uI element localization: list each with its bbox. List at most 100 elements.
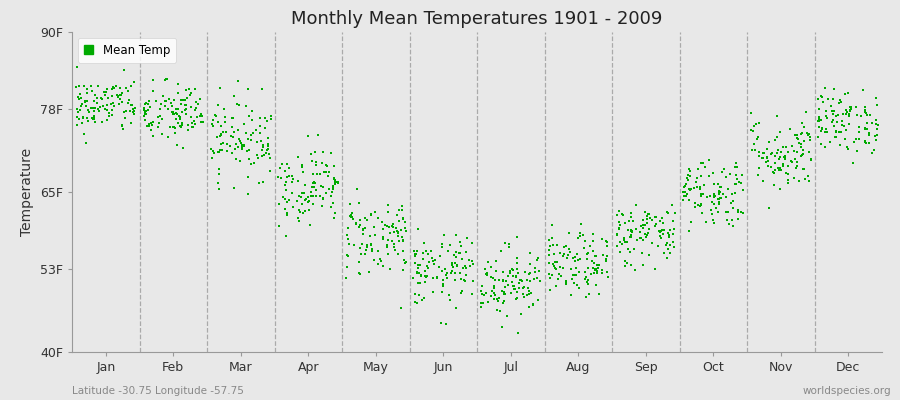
Point (623, 249, 637, 256)
Point (566, 272, 580, 278)
Point (181, 127, 195, 133)
Point (452, 250, 466, 256)
Point (512, 277, 526, 284)
Point (660, 240, 674, 246)
Point (564, 276, 579, 282)
Point (859, 104, 873, 110)
Point (156, 116, 170, 122)
Point (158, 98, 172, 104)
Point (327, 163, 341, 169)
Point (436, 282, 450, 289)
Point (193, 113, 207, 120)
Point (483, 293, 498, 299)
Point (454, 288, 469, 294)
Point (230, 144, 245, 150)
Point (705, 199, 719, 205)
Point (301, 194, 315, 200)
Point (141, 121, 156, 127)
Point (106, 84, 121, 90)
Point (761, 139, 776, 145)
Point (176, 145, 190, 151)
Point (638, 231, 652, 238)
Point (616, 237, 631, 244)
Point (770, 112, 784, 119)
Point (838, 136, 852, 142)
Point (296, 189, 310, 196)
Point (457, 277, 472, 284)
Point (446, 261, 460, 267)
Point (570, 282, 584, 288)
Point (210, 134, 224, 140)
Point (523, 278, 537, 284)
Point (395, 215, 410, 222)
Point (387, 241, 401, 248)
Point (354, 251, 368, 258)
Point (796, 138, 811, 145)
Point (414, 272, 428, 279)
Point (292, 207, 306, 213)
Point (322, 169, 337, 175)
Point (755, 155, 770, 161)
Point (776, 163, 790, 169)
Point (398, 259, 412, 266)
Point (554, 264, 568, 270)
Point (624, 214, 638, 220)
Point (376, 263, 391, 270)
Point (394, 206, 409, 213)
Point (205, 148, 220, 155)
Point (612, 226, 626, 232)
Point (870, 126, 885, 132)
Point (755, 150, 770, 156)
Point (257, 124, 272, 131)
Point (657, 250, 671, 256)
Point (284, 178, 299, 185)
Point (380, 242, 394, 248)
Point (298, 196, 312, 203)
Point (231, 127, 246, 134)
Point (94, 95, 109, 101)
Point (590, 262, 604, 268)
Point (480, 272, 494, 278)
Point (308, 149, 322, 155)
Point (445, 260, 459, 266)
Point (112, 95, 127, 102)
Point (641, 211, 655, 218)
Point (439, 270, 454, 276)
Point (381, 209, 395, 215)
Point (76, 120, 90, 126)
Point (316, 149, 330, 155)
Point (617, 220, 632, 226)
Point (204, 145, 219, 152)
Point (678, 189, 692, 195)
Point (422, 259, 436, 266)
Point (480, 270, 494, 276)
Point (112, 92, 127, 98)
Point (580, 256, 594, 262)
Point (712, 191, 726, 198)
Point (794, 153, 808, 159)
Point (447, 270, 462, 276)
Point (832, 99, 846, 106)
Point (814, 141, 829, 148)
Point (839, 126, 853, 133)
Point (744, 146, 759, 153)
Point (474, 283, 489, 290)
Point (390, 227, 404, 234)
Point (624, 262, 638, 268)
Point (776, 161, 790, 167)
Point (684, 219, 698, 225)
Point (458, 262, 473, 269)
Point (184, 124, 199, 130)
Point (245, 108, 259, 114)
Point (628, 225, 643, 232)
Point (478, 266, 492, 272)
Point (545, 242, 560, 248)
Point (324, 204, 338, 210)
Point (438, 321, 453, 327)
Point (364, 241, 378, 248)
Point (69, 64, 84, 70)
Point (356, 226, 371, 233)
Point (324, 150, 338, 156)
Point (590, 266, 604, 272)
Point (146, 119, 160, 126)
